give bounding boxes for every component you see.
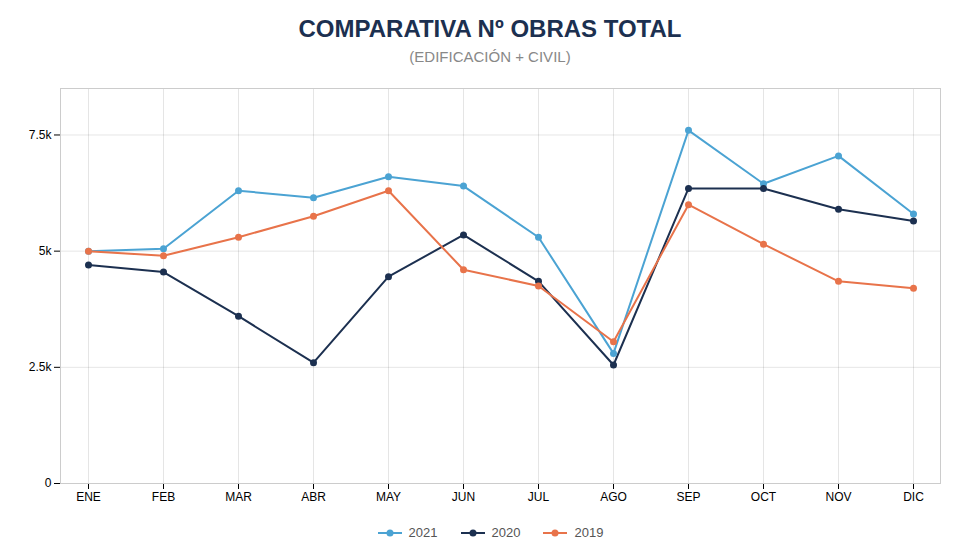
html-text:(EDIFICACIÓN + CIVIL): (EDIFICACIÓN + CIVIL) [409, 48, 571, 65]
svg-text:OCT: OCT [751, 490, 777, 504]
svg-text:0: 0 [45, 476, 52, 490]
svg-text:FEB: FEB [152, 490, 175, 504]
svg-text:ENE: ENE [76, 490, 101, 504]
html-text:2021: 2021 [408, 525, 438, 540]
svg-text:5k: 5k [39, 244, 53, 258]
html-text:2019: 2019 [574, 525, 604, 540]
svg-text:MAR: MAR [225, 490, 252, 504]
svg-text:SEP: SEP [676, 490, 700, 504]
html-text:COMPARATIVA Nº OBRAS TOTAL: COMPARATIVA Nº OBRAS TOTAL [298, 15, 682, 42]
svg-text:MAY: MAY [376, 490, 401, 504]
html-text:2020: 2020 [491, 525, 521, 540]
svg-text:DIC: DIC [903, 490, 924, 504]
svg-text:7.5k: 7.5k [29, 128, 53, 142]
svg-text:JUN: JUN [452, 490, 475, 504]
svg-text:ABR: ABR [301, 490, 326, 504]
svg-text:NOV: NOV [825, 490, 851, 504]
svg-text:2.5k: 2.5k [29, 360, 53, 374]
svg-text:AGO: AGO [600, 490, 627, 504]
svg-text:JUL: JUL [528, 490, 550, 504]
